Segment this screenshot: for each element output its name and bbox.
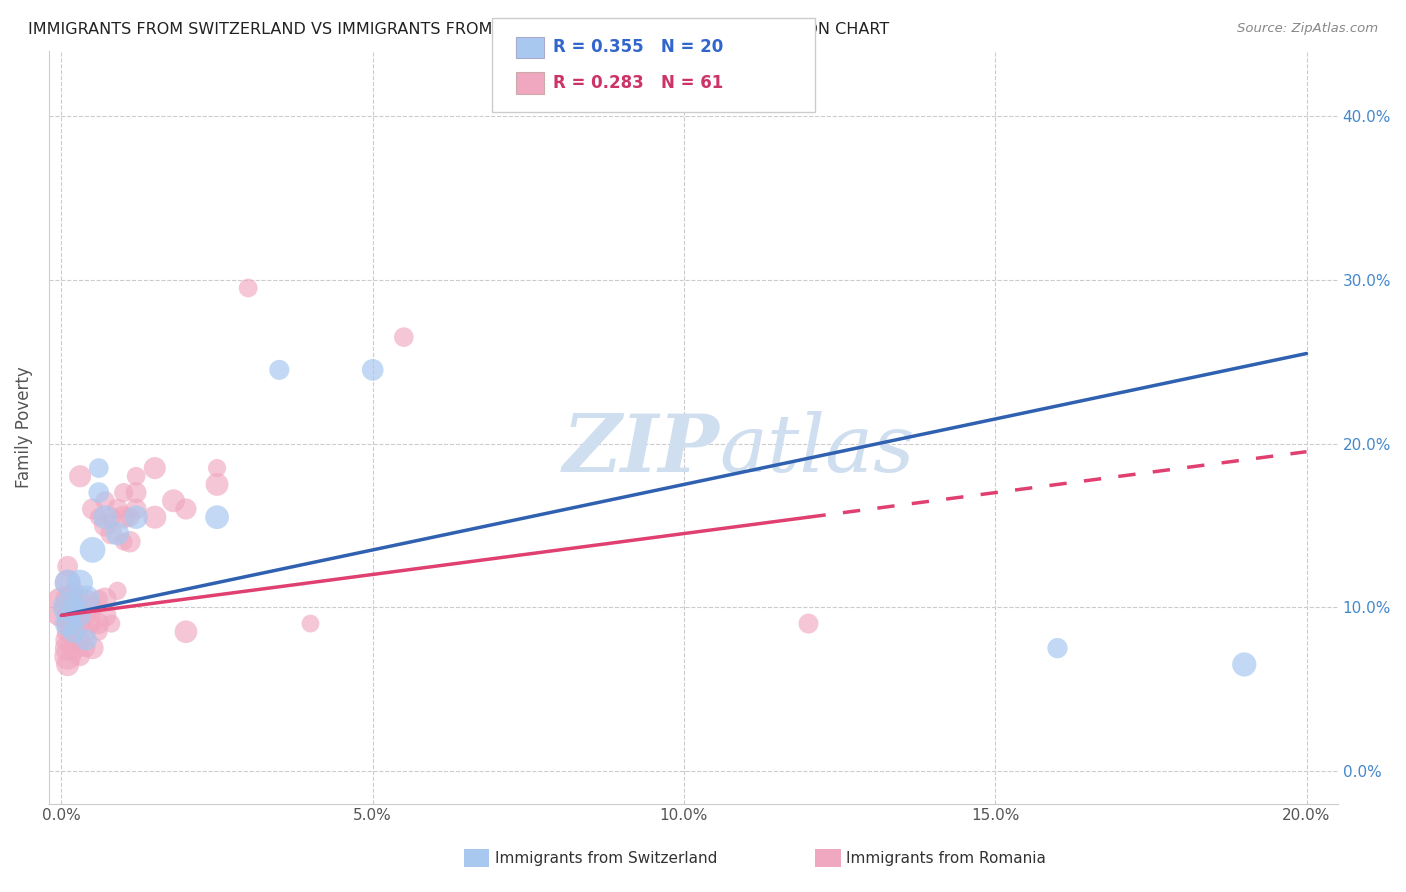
Y-axis label: Family Poverty: Family Poverty: [15, 367, 32, 488]
Text: atlas: atlas: [718, 411, 914, 489]
Point: [56, 608, 79, 623]
Point: [75, 608, 97, 623]
Point: [107, 583, 129, 598]
Point: [125, 485, 148, 500]
Point: [82, 600, 104, 615]
Point: [269, 363, 291, 377]
Point: [56, 559, 79, 574]
Point: [87, 485, 110, 500]
Point: [174, 624, 197, 639]
Point: [75, 592, 97, 607]
Point: [69, 608, 91, 623]
Point: [143, 510, 166, 524]
Point: [56, 616, 79, 631]
Point: [797, 616, 820, 631]
Point: [100, 616, 122, 631]
Point: [63, 600, 86, 615]
Point: [82, 542, 104, 557]
Point: [87, 616, 110, 631]
Text: ZIP: ZIP: [562, 411, 718, 489]
Point: [205, 461, 228, 475]
Point: [75, 624, 97, 639]
Point: [87, 624, 110, 639]
Point: [56, 616, 79, 631]
Point: [69, 632, 91, 647]
Point: [82, 616, 104, 631]
Point: [107, 526, 129, 541]
Point: [94, 592, 117, 607]
Point: [56, 632, 79, 647]
Point: [75, 641, 97, 656]
Text: Source: ZipAtlas.com: Source: ZipAtlas.com: [1237, 22, 1378, 36]
Point: [56, 600, 79, 615]
Point: [125, 502, 148, 516]
Point: [63, 641, 86, 656]
Point: [56, 575, 79, 590]
Point: [56, 657, 79, 672]
Point: [87, 592, 110, 607]
Point: [205, 510, 228, 524]
Point: [112, 485, 135, 500]
Point: [118, 534, 141, 549]
Point: [94, 510, 117, 524]
Point: [69, 592, 91, 607]
Point: [56, 649, 79, 664]
Point: [63, 583, 86, 598]
Point: [112, 534, 135, 549]
Point: [94, 493, 117, 508]
Point: [56, 592, 79, 607]
Point: [75, 632, 97, 647]
Text: Immigrants from Switzerland: Immigrants from Switzerland: [495, 851, 717, 865]
Point: [69, 649, 91, 664]
Text: R = 0.283   N = 61: R = 0.283 N = 61: [553, 74, 723, 92]
Point: [75, 592, 97, 607]
Point: [69, 608, 91, 623]
Point: [1233, 657, 1256, 672]
Point: [63, 600, 86, 615]
Point: [56, 624, 79, 639]
Point: [238, 281, 260, 295]
Point: [1046, 641, 1069, 656]
Point: [112, 510, 135, 524]
Point: [63, 624, 86, 639]
Point: [125, 469, 148, 483]
Point: [143, 461, 166, 475]
Point: [100, 526, 122, 541]
Point: [107, 502, 129, 516]
Point: [87, 510, 110, 524]
Point: [63, 624, 86, 639]
Point: [56, 575, 79, 590]
Point: [56, 600, 79, 615]
Point: [87, 461, 110, 475]
Text: R = 0.355   N = 20: R = 0.355 N = 20: [553, 38, 723, 56]
Point: [53, 600, 76, 615]
Point: [69, 469, 91, 483]
Point: [118, 510, 141, 524]
Point: [82, 641, 104, 656]
Point: [56, 641, 79, 656]
Point: [69, 616, 91, 631]
Point: [162, 493, 184, 508]
Point: [174, 502, 197, 516]
Point: [82, 502, 104, 516]
Point: [392, 330, 415, 344]
Point: [205, 477, 228, 491]
Text: IMMIGRANTS FROM SWITZERLAND VS IMMIGRANTS FROM ROMANIA FAMILY POVERTY CORRELATIO: IMMIGRANTS FROM SWITZERLAND VS IMMIGRANT…: [28, 22, 890, 37]
Point: [100, 510, 122, 524]
Point: [94, 518, 117, 533]
Point: [299, 616, 322, 631]
Point: [125, 510, 148, 524]
Point: [361, 363, 384, 377]
Point: [69, 575, 91, 590]
Text: Immigrants from Romania: Immigrants from Romania: [846, 851, 1046, 865]
Point: [94, 608, 117, 623]
